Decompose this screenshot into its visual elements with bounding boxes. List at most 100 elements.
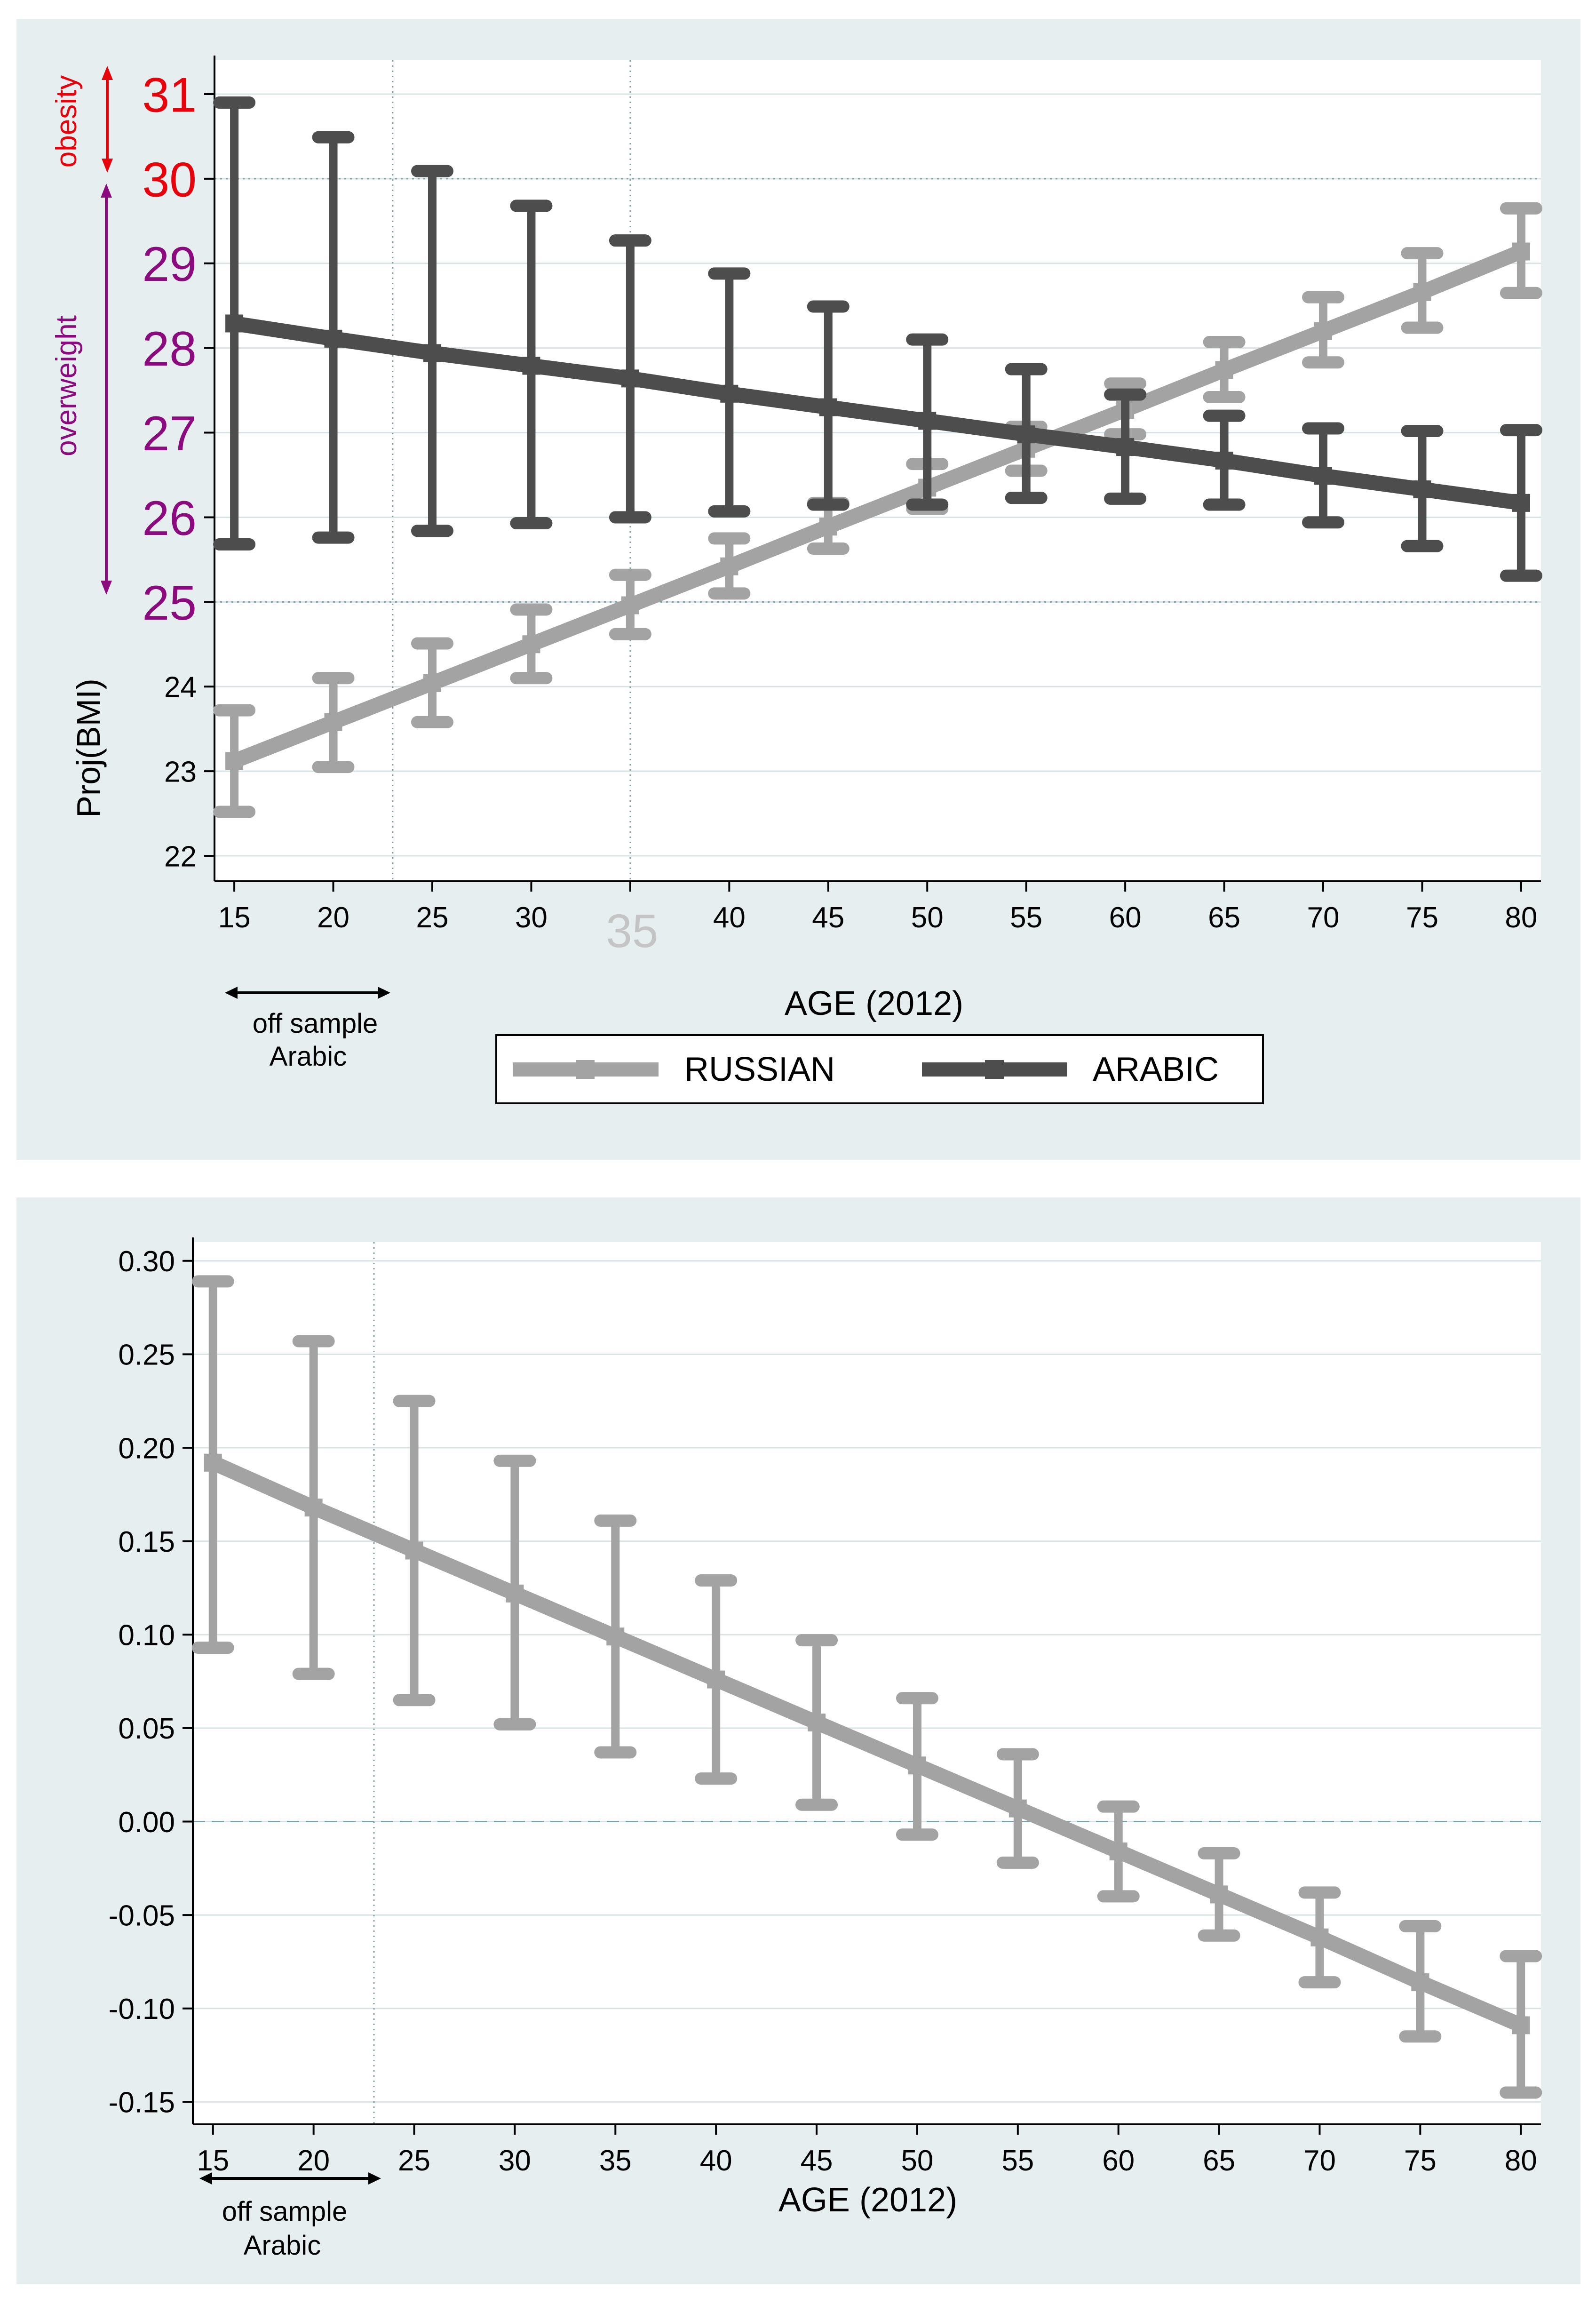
bottom-off-sample-annotation: off sample Arabic: [199, 2172, 381, 2261]
legend-swatch-arabic: [922, 1060, 1067, 1079]
bmi-annotations: obesity overweight: [50, 66, 113, 595]
x-tick-label: 40: [700, 2145, 732, 2177]
data-point: [1017, 425, 1035, 444]
y-tick-label: 0.30: [118, 1245, 175, 1278]
y-tick-label: 0.05: [118, 1713, 175, 1745]
x-tick-label: 50: [901, 2145, 933, 2177]
y-tick-label: 31: [142, 68, 197, 122]
y-tick-label: 0.15: [118, 1526, 175, 1558]
data-point: [819, 398, 837, 416]
data-point: [808, 1713, 826, 1731]
top-y-axis: 22 23 24 25 26 27 28 29 30 31: [142, 56, 215, 881]
data-point: [1512, 242, 1530, 261]
data-point: [1008, 1799, 1027, 1818]
data-point: [225, 752, 244, 770]
x-tick-label: 70: [1307, 901, 1340, 934]
legend-label-arabic: ARABIC: [1093, 1051, 1219, 1088]
x-tick-label: 55: [1010, 901, 1042, 934]
y-tick-label: 0.00: [118, 1806, 175, 1839]
top-y-axis-label: Proj(BMI): [70, 678, 107, 818]
data-point: [1210, 1885, 1228, 1904]
data-point: [1116, 438, 1135, 456]
data-point: [324, 329, 342, 348]
data-point: [1413, 283, 1431, 301]
bottom-off-sample-line2: Arabic: [244, 2230, 321, 2261]
x-tick-label: 60: [1109, 901, 1142, 934]
data-point: [621, 596, 639, 614]
data-point: [1109, 1842, 1128, 1861]
series-arabic: [213, 96, 1542, 582]
data-point: [304, 1499, 323, 1517]
bottom-series: [191, 1275, 1542, 2099]
x-tick-label: 80: [1505, 2145, 1537, 2177]
data-point: [423, 344, 441, 362]
bottom-reference-lines: [193, 1242, 1541, 2124]
y-tick-label: 26: [142, 491, 197, 546]
data-point: [1215, 451, 1233, 470]
data-point: [819, 518, 837, 536]
x-tick-label: 75: [1404, 2145, 1437, 2177]
data-point: [1512, 494, 1530, 512]
data-point: [324, 713, 342, 731]
y-tick-label: 29: [142, 237, 197, 292]
x-tick-label: 45: [812, 901, 844, 934]
series-line: [231, 244, 1524, 768]
data-point: [720, 384, 738, 403]
y-tick-label: 22: [164, 840, 197, 873]
x-tick-label: 65: [1203, 2145, 1235, 2177]
data-point: [707, 1670, 725, 1689]
data-point: [918, 412, 937, 430]
x-tick-label: 70: [1303, 2145, 1336, 2177]
data-point: [204, 1453, 222, 1472]
x-tick-label: 25: [416, 901, 449, 934]
x-tick-label: 20: [297, 2145, 330, 2177]
y-tick-label: 0.20: [118, 1432, 175, 1465]
x-tick-label: 45: [801, 2145, 833, 2177]
x-tick-label: 15: [197, 2145, 229, 2177]
x-tick-label: 30: [515, 901, 548, 934]
top-off-sample-line2: Arabic: [270, 1041, 347, 1072]
data-point: [405, 1541, 423, 1560]
y-tick-label: 28: [142, 322, 197, 376]
data-point: [621, 369, 639, 388]
series-0: [191, 1275, 1542, 2099]
data-point: [606, 1627, 625, 1646]
data-point: [522, 635, 540, 654]
data-point: [522, 357, 540, 375]
x-tick-label: 35: [606, 905, 658, 957]
y-tick-label: -0.05: [109, 1899, 175, 1932]
top-off-sample-line1: off sample: [253, 1008, 378, 1039]
data-point: [423, 674, 441, 693]
x-tick-label: 40: [713, 901, 746, 934]
y-tick-label: -0.10: [109, 1993, 175, 2026]
y-tick-label: 23: [164, 756, 197, 788]
bottom-y-axis: 0.30 0.25 0.20 0.15 0.10 0.05 0.00 -0.05 -0.10 -0…: [109, 1237, 194, 2124]
x-tick-label: 25: [398, 2145, 430, 2177]
y-tick-label: 0.25: [118, 1339, 175, 1372]
y-tick-label: 27: [142, 407, 197, 461]
top-x-axis: 15 20 25 30 35 40 45 50 55 60 65 70 75 80: [214, 880, 1541, 957]
top-x-axis-label: AGE (2012): [785, 985, 963, 1022]
x-tick-label: 60: [1102, 2145, 1135, 2177]
top-series: [213, 96, 1542, 818]
bottom-x-axis-label: AGE (2012): [778, 2181, 957, 2219]
series-line: [233, 316, 1523, 510]
obesity-label: obesity: [50, 75, 83, 167]
x-tick-label: 30: [499, 2145, 531, 2177]
top-off-sample-annotation: off sample Arabic: [225, 987, 390, 1072]
y-tick-label: 24: [164, 671, 197, 704]
top-plot-area: [214, 60, 1541, 881]
x-tick-label: 80: [1505, 901, 1537, 934]
data-point: [1314, 467, 1333, 485]
data-point: [1411, 1973, 1429, 1992]
overweight-label: overweight: [50, 315, 83, 456]
bottom-off-sample-line1: off sample: [222, 2196, 348, 2227]
x-tick-label: 65: [1208, 901, 1240, 934]
legend-label-russian: RUSSIAN: [684, 1051, 835, 1088]
x-tick-label: 15: [218, 901, 251, 934]
data-point: [225, 314, 244, 333]
x-tick-label: 75: [1406, 901, 1438, 934]
y-tick-label: 30: [142, 152, 197, 207]
x-tick-label: 20: [317, 901, 349, 934]
